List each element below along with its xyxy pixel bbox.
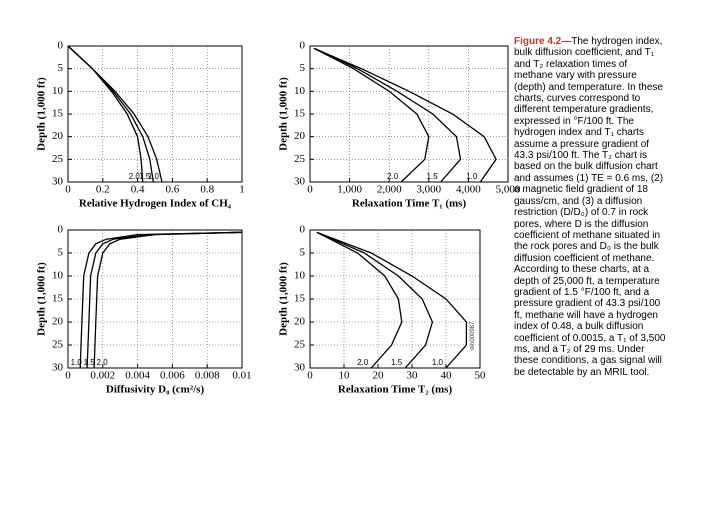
y-tick-label: 15 [52,108,64,120]
curve [316,231,403,369]
x-tick-label: 40 [441,370,453,382]
curve-label: 2.0 [387,172,399,181]
curve [313,47,462,183]
y-tick-label: 10 [52,85,64,97]
x-axis-label: Diffusivity D₀ (cm²/s) [106,384,205,396]
x-tick-label: 0.01 [232,370,251,382]
curve-label: 1.0 [148,172,160,181]
x-tick-label: 0 [65,184,71,196]
curve-label: 1.5 [427,172,439,181]
plot-frame [309,45,509,183]
y-tick-label: 30 [294,362,306,374]
y-tick-label: 15 [52,293,64,305]
caption-text: The hydrogen index, bulk diffusion coeff… [514,36,666,378]
y-tick-label: 15 [294,293,306,305]
x-tick-label: 0 [307,184,313,196]
x-axis-label: Relaxation Time T₁ (ms) [352,198,467,210]
y-tick-label: 25 [52,153,64,165]
x-tick-label: 1 [239,184,245,196]
curve-label: 1.0 [432,358,444,367]
y-tick-label: 20 [294,130,306,142]
x-tick-label: 10 [339,370,351,382]
x-axis-label: Relaxation Time T₂ (ms) [338,384,453,396]
curve [313,47,497,183]
curve-label: 2.0 [357,358,369,367]
x-tick-label: 3,000 [416,184,441,196]
y-tick-label: 0 [58,224,64,236]
plot-frame [67,45,243,183]
y-axis-label: Depth (1,000 ft) [278,77,290,151]
curve-label: 2.0 [97,358,109,367]
y-tick-label: 5 [58,62,64,74]
y-tick-label: 0 [58,40,64,52]
x-tick-label: 20 [373,370,385,382]
caption-label: Figure 4.2— [514,36,572,47]
y-tick-label: 20 [52,130,64,142]
curve-label: 1.0 [71,358,83,367]
y-tick-label: 25 [294,153,306,165]
x-tick-label: 2,000 [377,184,402,196]
y-tick-label: 25 [52,339,64,351]
x-tick-label: 0.2 [96,184,110,196]
y-tick-label: 5 [300,247,306,259]
y-axis-label: Depth (1,000 ft) [36,262,48,336]
x-tick-label: 0.004 [125,370,150,382]
y-tick-label: 0 [300,224,306,236]
x-tick-label: 0.002 [90,370,115,382]
x-tick-label: 0.4 [131,184,145,196]
curve-label: 2.0 [129,172,141,181]
x-axis-label: Relative Hydrogen Index of CH₄ [79,198,232,210]
y-tick-label: 30 [294,176,306,188]
curve [93,231,243,369]
x-tick-label: 0.8 [200,184,214,196]
y-axis-label: Depth (1,000 ft) [278,262,290,336]
plot-frame [67,229,243,369]
y-tick-label: 10 [52,270,64,282]
plot-frame [309,229,481,369]
figure-id: om000987 [470,321,476,350]
y-tick-label: 5 [58,247,64,259]
y-tick-label: 20 [294,316,306,328]
y-tick-label: 30 [52,362,64,374]
x-tick-label: 0.6 [166,184,180,196]
x-tick-label: 1,000 [337,184,362,196]
y-tick-label: 30 [52,176,64,188]
curve [79,231,243,369]
curve [313,47,430,183]
curve [86,231,243,369]
curve-label: 1.5 [84,358,96,367]
x-tick-label: 30 [407,370,419,382]
x-tick-label: 0.008 [195,370,220,382]
curve-label: 1.0 [466,172,478,181]
curve [316,231,434,369]
y-tick-label: 5 [300,62,306,74]
y-tick-label: 10 [294,270,306,282]
x-tick-label: 0.006 [160,370,185,382]
curve-label: 1.5 [391,358,403,367]
curve-label: 1.5 [139,172,151,181]
y-tick-label: 10 [294,85,306,97]
x-tick-label: 50 [475,370,487,382]
x-tick-label: 4,000 [456,184,481,196]
x-tick-label: 0 [307,370,313,382]
x-tick-label: 0 [65,370,71,382]
y-axis-label: Depth (1,000 ft) [36,77,48,151]
x-tick-label: 5,000 [496,184,521,196]
y-tick-label: 0 [300,40,306,52]
y-tick-label: 25 [294,339,306,351]
y-tick-label: 20 [52,316,64,328]
curve [67,45,163,183]
caption: Figure 4.2—The hydrogen index, bulk diff… [514,36,666,378]
curve [316,231,468,369]
y-tick-label: 15 [294,108,306,120]
